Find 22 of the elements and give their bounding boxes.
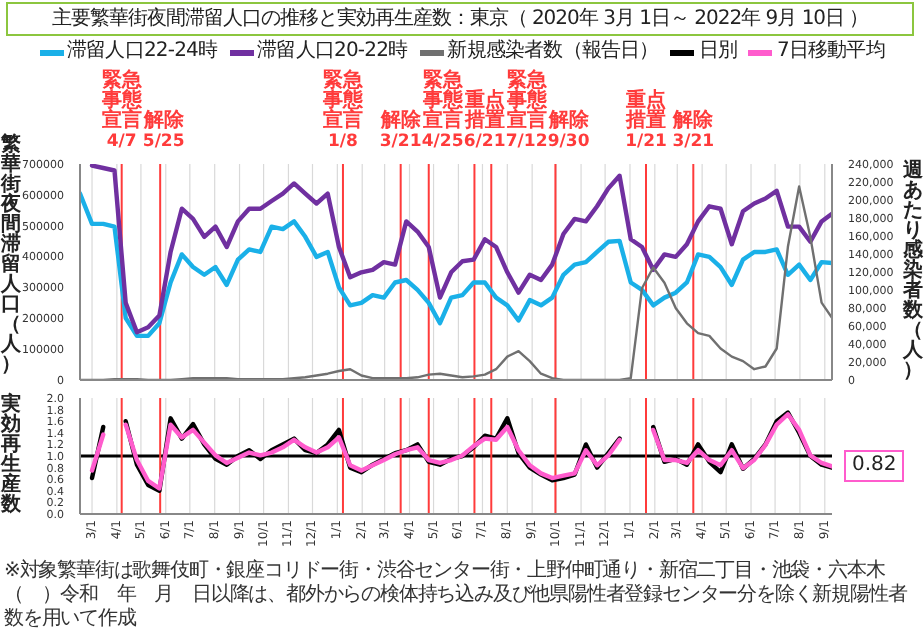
text: （ ）令和 年 月 日以降は、都外からの検体持ち込み及び他県陽性者登録センター分を除く新規陽性者数を用いて作成: [4, 584, 909, 632]
text: ※対象繁華街は歌舞伎町・銀座コリドー街・渋谷センター街・上野仲町通り・新宿二丁目・池袋・六本木: [4, 560, 887, 583]
ref-line-label: 緊急事態宣言 4/25: [421, 70, 464, 152]
text: 週あたり感染者数（人）: [903, 160, 923, 382]
legend-label: 滞留人口22-24時: [67, 40, 218, 64]
legend-label: 日別: [698, 40, 737, 64]
ref-line-label: 解除 3/21: [378, 110, 422, 152]
legend-label: 7日移動平均: [776, 40, 885, 64]
ref-line-label: 重点措置 6/21: [462, 90, 507, 152]
ref-line-label: 緊急事態宣言 1/8: [320, 70, 365, 152]
ref-line-label: 緊急事態宣言 4/7: [99, 70, 143, 152]
legend-label: 新規感染者数（報告日）: [447, 40, 659, 64]
ref-line-label: 重点措置 1/21: [624, 90, 668, 152]
legend-label: 滞留人口20-22時: [257, 40, 408, 64]
ref-line-label: 解除 3/21: [671, 110, 716, 152]
annotation: 0.82: [844, 450, 905, 483]
ref-line-label: 解除 5/25: [142, 110, 186, 152]
ref-line-label: 解除 9/30: [547, 110, 591, 152]
ref-line-label: 緊急事態宣言 7/12: [505, 70, 548, 152]
chart-title: 主要繁華街夜間滞留人口の推移と実効再生産数：東京（ 2020年 3月 1日～ 2022年 9月 10日 ）: [6, 2, 914, 36]
text: 繁華街夜間滞留人口（人）: [1, 134, 21, 376]
y-axis-title: 実効再生産数: [0, 394, 22, 516]
